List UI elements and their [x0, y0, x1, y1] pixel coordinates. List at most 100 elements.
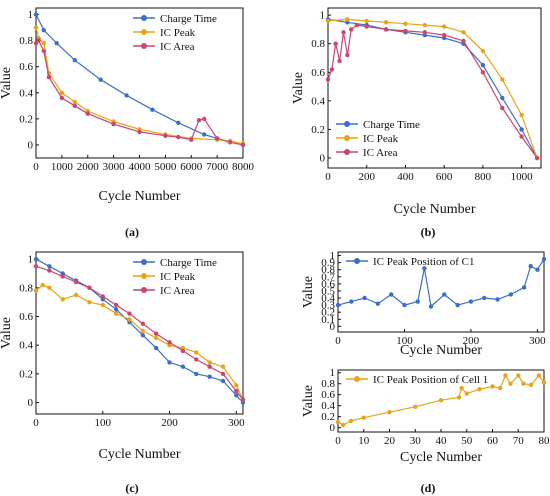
y-tick-label: 0.4: [321, 293, 335, 305]
x-tick-label: 100: [95, 417, 112, 429]
data-point: [54, 41, 59, 46]
data-point: [383, 20, 389, 25]
x-tick-label: 800: [475, 171, 492, 183]
y-tick-label: 0: [28, 139, 34, 151]
data-point: [375, 301, 381, 306]
data-point: [354, 22, 360, 28]
legend-swatch-marker: [354, 376, 360, 382]
x-tick-label: 0: [335, 335, 341, 347]
data-point: [234, 383, 239, 388]
data-point: [47, 285, 52, 290]
x-tick-label: 70: [513, 435, 525, 447]
data-point: [73, 292, 79, 298]
x-tick-label: 1000: [511, 171, 534, 183]
x-tick-label: 0: [33, 417, 39, 429]
y-tick-label: 0.7: [321, 271, 335, 283]
data-point: [72, 58, 78, 63]
y-tick-label: 1: [320, 10, 326, 22]
data-point: [516, 373, 521, 378]
legend-entry: IC Area: [363, 147, 398, 159]
data-point: [333, 41, 338, 46]
y-tick-label: 1: [330, 367, 336, 379]
data-point: [461, 30, 466, 35]
data-point: [100, 294, 106, 299]
x-tick-label: 600: [436, 171, 453, 183]
data-point: [154, 345, 159, 351]
legend-swatch-marker: [141, 273, 147, 279]
y-tick-label: 1: [28, 254, 34, 266]
data-point: [33, 25, 39, 30]
data-point: [240, 397, 246, 402]
data-point: [521, 381, 526, 386]
data-point: [461, 38, 466, 44]
y-tick-label: 0.6: [311, 67, 325, 79]
data-point: [140, 333, 145, 338]
data-point: [361, 415, 366, 420]
data-point: [41, 41, 46, 46]
data-point: [528, 264, 533, 269]
data-point: [500, 77, 505, 82]
data-point: [500, 95, 505, 101]
y-tick-label: 0.6: [321, 278, 335, 290]
x-tick-label: 300: [228, 417, 245, 429]
data-point: [41, 28, 46, 33]
y-tick-label: 0.8: [19, 282, 33, 294]
y-tick-label: 0.8: [19, 35, 33, 47]
data-point: [413, 404, 418, 409]
series-line-b-1: [327, 18, 538, 159]
data-point: [415, 299, 420, 304]
y-tick-label: 0.8: [321, 378, 335, 390]
data-point: [163, 133, 168, 138]
x-tick-label: 40: [436, 435, 448, 447]
data-point: [33, 264, 39, 269]
data-point: [364, 18, 369, 24]
y-tick-label: 0.4: [19, 87, 33, 99]
y-tick-label: 0.2: [321, 307, 335, 319]
data-point: [325, 18, 331, 24]
data-point: [442, 24, 447, 29]
data-point: [362, 295, 367, 301]
data-point: [207, 364, 212, 369]
y-tick-label: 0: [330, 321, 336, 333]
data-point: [220, 371, 226, 377]
data-point: [438, 398, 444, 403]
data-point: [428, 304, 434, 309]
data-point: [87, 285, 92, 290]
x-tick-label: 10: [358, 435, 370, 447]
x-tick-label: 400: [397, 171, 414, 183]
data-point: [214, 136, 220, 141]
data-point: [234, 393, 239, 398]
legend-entry: IC Peak: [363, 133, 399, 145]
legend-entry: Charge Time: [160, 13, 217, 25]
series-line-c-1: [35, 284, 244, 400]
data-point: [389, 292, 394, 297]
panel-label-b: (b): [421, 225, 436, 239]
x-tick-label: 5000: [154, 161, 177, 173]
series-line-c-2: [35, 265, 244, 401]
data-point: [33, 12, 39, 17]
y-tick-label: 0.6: [321, 389, 335, 401]
x-axis-label: Cycle Number: [393, 202, 475, 217]
y-axis-label: Value: [0, 67, 14, 99]
data-point: [468, 299, 474, 304]
data-point: [541, 380, 547, 385]
data-point: [403, 21, 408, 26]
data-point: [220, 378, 226, 384]
x-tick-label: 0: [325, 171, 331, 183]
data-point: [167, 340, 172, 345]
y-tick-label: 0.2: [19, 113, 33, 125]
data-point: [72, 99, 78, 105]
data-point: [180, 364, 186, 369]
x-tick-label: 100: [396, 335, 413, 347]
data-point: [422, 22, 427, 28]
data-point: [387, 410, 392, 415]
y-tick-label: 1: [330, 250, 336, 262]
data-point: [495, 297, 500, 302]
legend-entry: Charge Time: [363, 119, 420, 131]
data-point: [194, 350, 199, 355]
plot-frame-b: [327, 7, 542, 169]
y-tick-label: 0: [320, 153, 326, 165]
legend-swatch-marker: [344, 149, 350, 155]
data-point: [140, 328, 145, 333]
